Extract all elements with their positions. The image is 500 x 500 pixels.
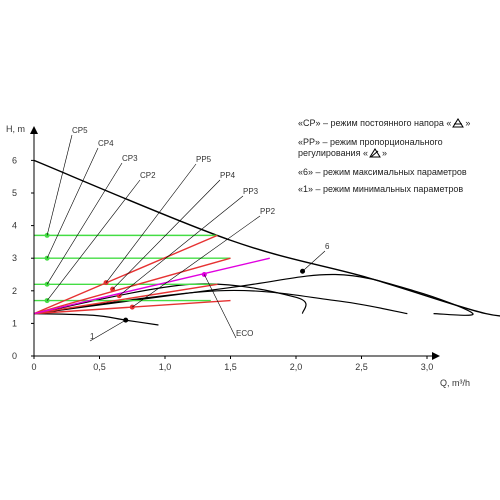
callout-label-pp4: PP4	[220, 171, 236, 180]
pump-curve-1	[33, 273, 474, 316]
callout-label-pp3: PP3	[243, 187, 259, 196]
callout-label-eco: ECO	[236, 329, 253, 338]
pump-curve-4	[33, 313, 159, 326]
legend-min: «1» – режим минимальных параметров	[298, 184, 464, 194]
chart-legend: «CP» – режим постоянного напора « » «PP» …	[298, 118, 498, 201]
legend-cp-text: «CP» – режим постоянного напора «	[298, 118, 452, 128]
y-tick-label: 4	[12, 221, 17, 231]
proportional-pressure-icon	[369, 148, 381, 161]
constant-pressure-icon	[452, 118, 465, 131]
x-axis-label: Q, m³/h	[440, 378, 470, 388]
legend-cp-end: »	[465, 118, 471, 128]
legend-pp-line1: «PP» – режим пропорционального	[298, 137, 443, 147]
pp-line-pp3	[33, 283, 218, 315]
y-tick-label: 2	[12, 286, 17, 296]
x-tick-label: 1,0	[159, 362, 172, 372]
legend-pp: «PP» – режим пропорционального регулиров…	[298, 137, 498, 161]
callout-leader-pp3	[118, 195, 244, 296]
callout-label-cp4: CP4	[98, 139, 114, 148]
callout-leader-eco	[204, 274, 237, 339]
pump-curve-3	[33, 283, 307, 315]
callout-leader-cp4	[46, 147, 99, 259]
x-tick-label: 2,0	[290, 362, 303, 372]
x-tick-label: 0,5	[93, 362, 106, 372]
callout-leader-cp3	[46, 162, 123, 285]
callout-label-1: 1	[90, 332, 95, 341]
legend-cp: «CP» – режим постоянного напора « »	[298, 118, 498, 131]
pp-line-pp5	[33, 234, 218, 315]
legend-pp-line2: регулирования «	[298, 148, 368, 158]
x-tick-label: 0	[31, 362, 36, 372]
callout-leader-pp4	[112, 179, 221, 290]
callout-label-cp3: CP3	[122, 154, 138, 163]
y-tick-label: 3	[12, 253, 17, 263]
callout-label-cp2: CP2	[140, 171, 156, 180]
callout-leader-pp5	[105, 163, 197, 283]
x-tick-label: 2,5	[355, 362, 368, 372]
callout-leader-6	[302, 250, 326, 272]
callout-leader-pp2	[132, 215, 261, 308]
callout-leader-cp2	[46, 179, 141, 301]
y-axis-label: H, m	[6, 124, 25, 134]
y-tick-label: 6	[12, 155, 17, 165]
x-tick-label: 3,0	[421, 362, 434, 372]
callout-label-6: 6	[325, 242, 330, 251]
y-tick-label: 0	[12, 351, 17, 361]
pump-curve-2	[33, 289, 408, 315]
callout-label-pp5: PP5	[196, 155, 212, 164]
eco-curve	[33, 257, 270, 315]
legend-max: «6» – режим максимальных параметров	[298, 167, 467, 177]
y-tick-label: 5	[12, 188, 17, 198]
pp-line-pp4	[33, 257, 231, 315]
callout-leader-1	[89, 319, 126, 342]
callout-leader-cp5	[46, 134, 73, 236]
legend-pp-end: »	[381, 148, 387, 158]
x-tick-label: 1,5	[224, 362, 237, 372]
callout-label-pp2: PP2	[260, 207, 276, 216]
callout-label-cp5: CP5	[72, 126, 88, 135]
max-curve-6	[33, 159, 500, 317]
y-tick-label: 1	[12, 318, 17, 328]
